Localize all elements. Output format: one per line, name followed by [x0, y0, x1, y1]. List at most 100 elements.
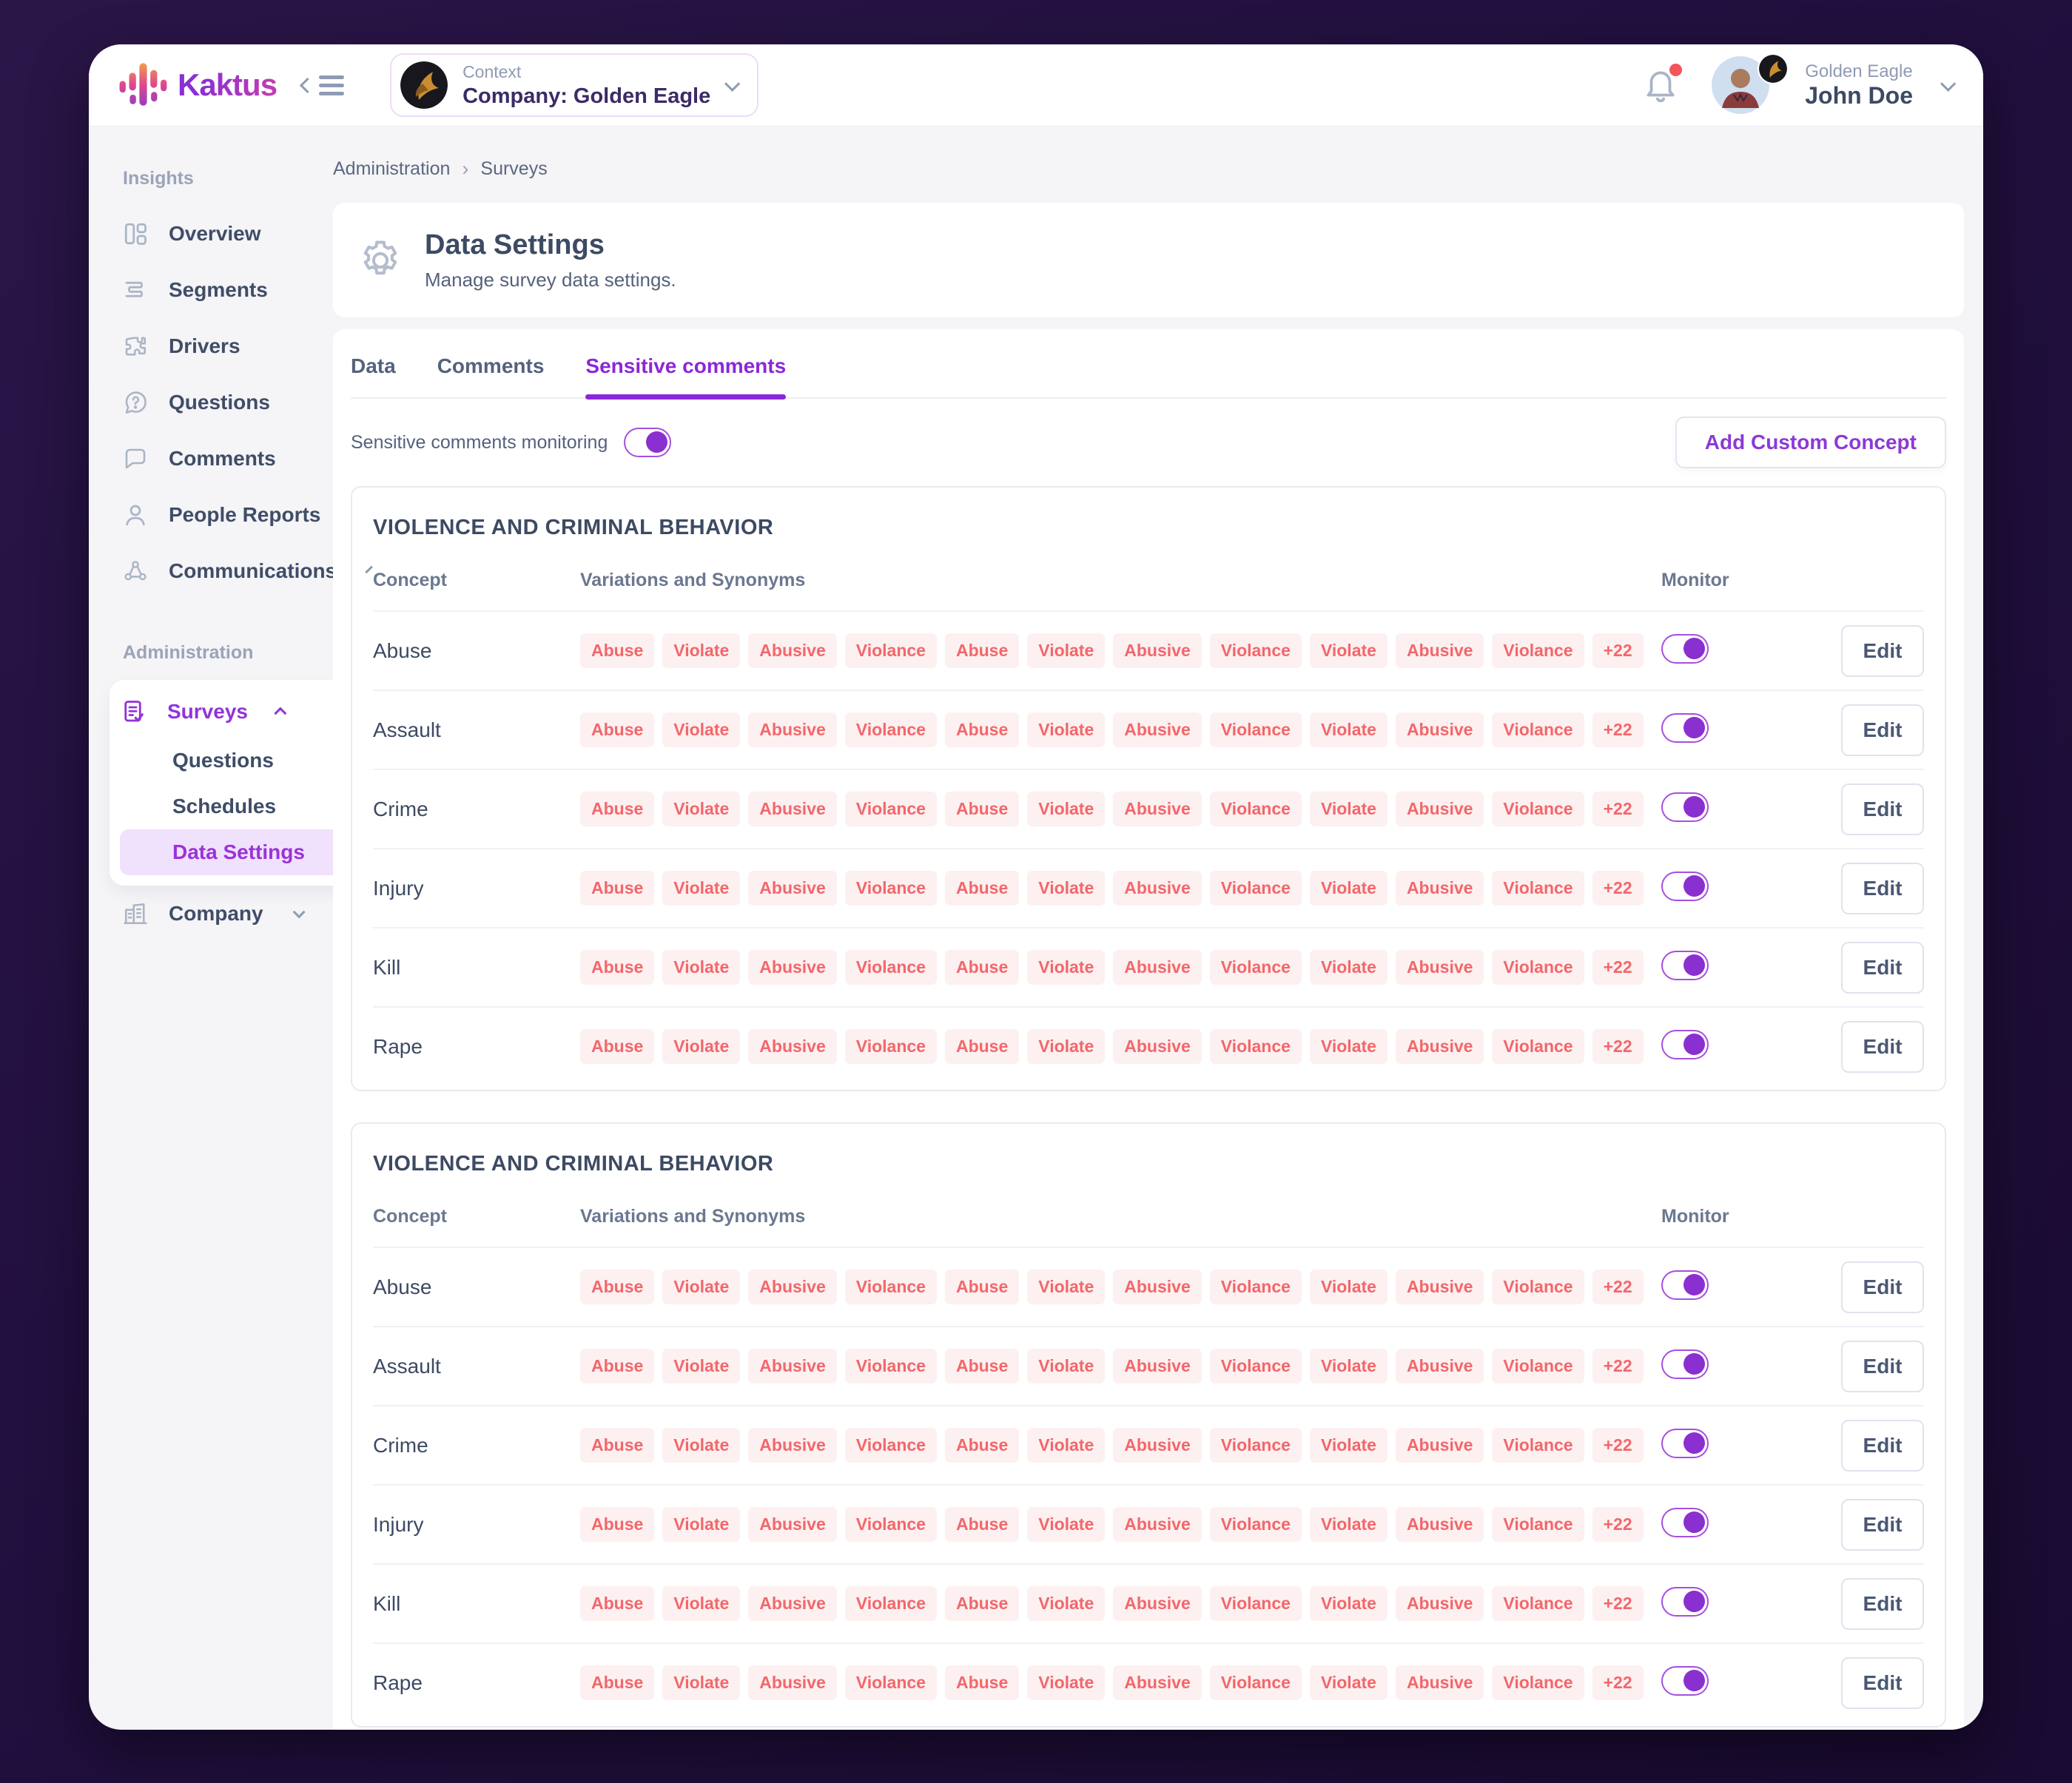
synonym-tag: Violate	[662, 1428, 741, 1463]
more-tags-badge[interactable]: +22	[1592, 633, 1644, 668]
add-custom-concept-button[interactable]: Add Custom Concept	[1675, 417, 1946, 468]
concept-name: Kill	[373, 955, 401, 979]
more-tags-badge[interactable]: +22	[1592, 1349, 1644, 1383]
synonym-tag: Violance	[1209, 1665, 1302, 1700]
synonym-tag: Violance	[1209, 1029, 1302, 1064]
more-tags-badge[interactable]: +22	[1592, 1586, 1644, 1621]
sidebar-item-surveys[interactable]: Surveys	[120, 686, 438, 738]
sidebar: Insights Overview Segments Drivers Questions…	[89, 127, 448, 1730]
chevron-down-icon	[1940, 75, 1957, 92]
toggle-knob	[1684, 1591, 1705, 1612]
edit-button[interactable]: Edit	[1841, 1656, 1924, 1709]
synonym-tag: Violance	[844, 1029, 937, 1064]
synonym-tag: Violance	[1492, 1428, 1584, 1463]
more-tags-badge[interactable]: +22	[1592, 1665, 1644, 1700]
more-tags-badge[interactable]: +22	[1592, 950, 1644, 985]
edit-button[interactable]: Edit	[1841, 1498, 1924, 1551]
sidebar-item-questions[interactable]: Questions	[121, 374, 333, 431]
questions-icon	[121, 389, 149, 416]
monitor-toggle[interactable]	[1661, 1270, 1709, 1300]
synonym-tag: Violate	[662, 950, 741, 985]
synonym-tag: Abusive	[1395, 1665, 1484, 1700]
breadcrumb-separator-icon: ›	[462, 158, 469, 180]
edit-button[interactable]: Edit	[1841, 1419, 1924, 1472]
sidebar-item-communications[interactable]: Communications	[121, 543, 374, 599]
more-tags-badge[interactable]: +22	[1592, 1029, 1644, 1064]
sidebar-item-comments[interactable]: Comments	[121, 431, 333, 487]
tab-comments[interactable]: Comments	[437, 354, 545, 397]
synonym-tag: Abuse	[944, 1428, 1020, 1463]
monitor-toggle[interactable]	[1661, 1349, 1709, 1379]
toggle-knob	[1684, 1432, 1705, 1454]
column-variations: Variations and Synonyms	[580, 1206, 806, 1227]
synonym-tag: Abusive	[748, 950, 837, 985]
toggle-knob	[646, 431, 668, 453]
edit-button[interactable]: Edit	[1841, 783, 1924, 835]
monitor-toggle[interactable]	[1661, 1508, 1709, 1537]
context-selector[interactable]: Context Company: Golden Eagle	[390, 53, 759, 117]
sidebar-item-schedules[interactable]: Schedules	[172, 795, 277, 818]
synonym-tag: Abuse	[944, 1586, 1020, 1621]
monitor-toggle[interactable]	[1661, 1587, 1709, 1617]
sidebar-item-people-reports[interactable]: People Reports	[121, 487, 333, 543]
monitor-toggle[interactable]	[1661, 713, 1709, 743]
edit-button[interactable]: Edit	[1841, 1340, 1924, 1392]
more-tags-badge[interactable]: +22	[1592, 712, 1644, 747]
edit-button[interactable]: Edit	[1841, 1261, 1924, 1313]
concept-name: Abuse	[373, 638, 432, 662]
monitor-toggle[interactable]	[1661, 1429, 1709, 1458]
edit-button[interactable]: Edit	[1841, 624, 1924, 677]
more-tags-badge[interactable]: +22	[1592, 1270, 1644, 1304]
sidebar-item-segments[interactable]: Segments	[121, 262, 333, 318]
edit-button[interactable]: Edit	[1841, 1020, 1924, 1073]
synonym-tag: Abusive	[1113, 1586, 1202, 1621]
monitor-toggle[interactable]	[1661, 951, 1709, 980]
synonym-tag: Abusive	[748, 1665, 837, 1700]
more-tags-badge[interactable]: +22	[1592, 792, 1644, 826]
more-tags-badge[interactable]: +22	[1592, 1507, 1644, 1542]
synonym-tag: Violance	[1209, 950, 1302, 985]
synonym-tag: Abuse	[944, 1029, 1020, 1064]
people-reports-icon	[121, 502, 149, 528]
user-menu[interactable]: Golden Eagle John Doe	[1712, 53, 1957, 114]
breadcrumb-item-surveys[interactable]: Surveys	[480, 158, 548, 179]
synonym-tag: Violance	[844, 871, 937, 906]
edit-button[interactable]: Edit	[1841, 704, 1924, 756]
concept-name: Rape	[373, 1671, 423, 1694]
monitor-toggle[interactable]	[1661, 1666, 1709, 1696]
notifications-button[interactable]	[1642, 64, 1683, 105]
more-tags-badge[interactable]: +22	[1592, 871, 1644, 906]
synonym-tag: Violate	[1309, 1586, 1388, 1621]
synonym-tag: Violate	[662, 871, 741, 906]
sidebar-item-company[interactable]: Company	[121, 886, 333, 942]
sidebar-item-questions[interactable]: Questions	[172, 749, 274, 772]
synonym-tag: Abusive	[1113, 950, 1202, 985]
synonym-tag: Violate	[662, 792, 741, 826]
tab-sensitive-comments[interactable]: Sensitive comments	[585, 354, 786, 400]
synonym-tag: Abuse	[944, 792, 1020, 826]
edit-button[interactable]: Edit	[1841, 941, 1924, 994]
breadcrumb-item-administration[interactable]: Administration	[333, 158, 451, 179]
concept-table-2: VIOLENCE AND CRIMINAL BEHAVIOR Concept Var…	[351, 1122, 1946, 1728]
edit-button[interactable]: Edit	[1841, 862, 1924, 914]
sensitive-monitoring-toggle[interactable]	[624, 428, 672, 457]
monitor-toggle[interactable]	[1661, 872, 1709, 901]
more-tags-badge[interactable]: +22	[1592, 1428, 1644, 1463]
synonym-tag: Violate	[662, 1586, 741, 1621]
sidebar-collapse-button[interactable]	[299, 71, 345, 100]
synonym-tag: Violance	[1492, 633, 1584, 668]
synonym-tag: Violate	[1309, 1665, 1388, 1700]
sidebar-item-drivers[interactable]: Drivers	[121, 318, 333, 374]
monitor-toggle[interactable]	[1661, 1030, 1709, 1059]
synonym-tag: Violate	[1309, 1349, 1388, 1383]
edit-button[interactable]: Edit	[1841, 1577, 1924, 1630]
monitor-toggle[interactable]	[1661, 634, 1709, 664]
monitor-toggle[interactable]	[1661, 792, 1709, 822]
synonym-tag: Abusive	[748, 1507, 837, 1542]
tab-data[interactable]: Data	[351, 354, 396, 397]
synonym-tag: Abusive	[1113, 1665, 1202, 1700]
synonym-tags: Abuse Violate Abusive Violance Abuse Violate A…	[580, 871, 1661, 906]
column-monitor: Monitor	[1661, 570, 1729, 590]
synonym-tag: Violate	[662, 633, 741, 668]
sidebar-item-overview[interactable]: Overview	[121, 206, 333, 262]
